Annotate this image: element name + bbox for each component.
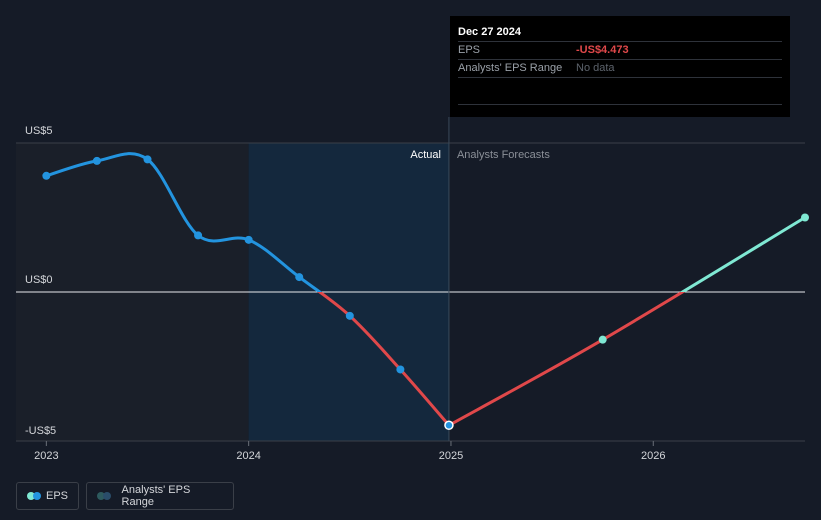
- legend-range-button[interactable]: Analysts' EPS Range: [86, 482, 234, 510]
- hover-tooltip: Dec 27 2024 EPS -US$4.473 Analysts' EPS …: [450, 16, 790, 117]
- x-tick-label: 2023: [34, 450, 58, 462]
- tooltip-date: Dec 27 2024: [458, 26, 521, 38]
- tooltip-row-range: Analysts' EPS Range No data: [458, 59, 782, 78]
- eps-point[interactable]: [244, 235, 253, 244]
- eps-point[interactable]: [42, 171, 51, 180]
- tooltip-range-label: Analysts' EPS Range: [458, 62, 563, 74]
- legend-range-label: Analysts' EPS Range: [121, 484, 191, 508]
- eps-point[interactable]: [194, 231, 203, 240]
- tooltip-row-eps: EPS -US$4.473: [458, 41, 782, 59]
- axis-ticks: US$5 US$0 -US$5 2023 2024 2025 2026: [25, 125, 666, 462]
- eps-markers[interactable]: [42, 155, 809, 431]
- legend-eps-label: EPS: [45, 490, 68, 502]
- eps-point[interactable]: [801, 213, 809, 222]
- eps-point[interactable]: [345, 311, 354, 320]
- eps-point[interactable]: [396, 365, 405, 374]
- x-tick-label: 2026: [641, 450, 665, 462]
- x-tick-label: 2025: [439, 450, 463, 462]
- x-tick-label: 2024: [236, 450, 260, 462]
- y-tick-label: -US$5: [25, 425, 56, 437]
- legend-eps-button[interactable]: EPS: [16, 482, 79, 510]
- tooltip-eps-value: -US$4.473: [576, 44, 629, 56]
- eps-legend-icon: [27, 491, 41, 501]
- tooltip-eps-label: EPS: [458, 44, 481, 56]
- y-tick-label: US$0: [25, 274, 53, 286]
- eps-point[interactable]: [92, 156, 101, 165]
- forecast-region-label: Analysts Forecasts: [457, 149, 550, 161]
- gridlines: [16, 117, 805, 442]
- eps-point[interactable]: [295, 273, 304, 282]
- actual-eps-line-negative: [317, 292, 451, 427]
- eps-point[interactable]: [598, 335, 607, 344]
- tooltip-range-value: No data: [576, 62, 615, 74]
- eps-point[interactable]: [143, 155, 152, 164]
- actual-region-label: Actual: [410, 149, 441, 161]
- range-legend-icon: [97, 491, 114, 501]
- eps-point-highlighted[interactable]: [444, 420, 454, 431]
- forecast-eps-line-positive: [679, 216, 806, 292]
- y-tick-label: US$5: [25, 125, 53, 137]
